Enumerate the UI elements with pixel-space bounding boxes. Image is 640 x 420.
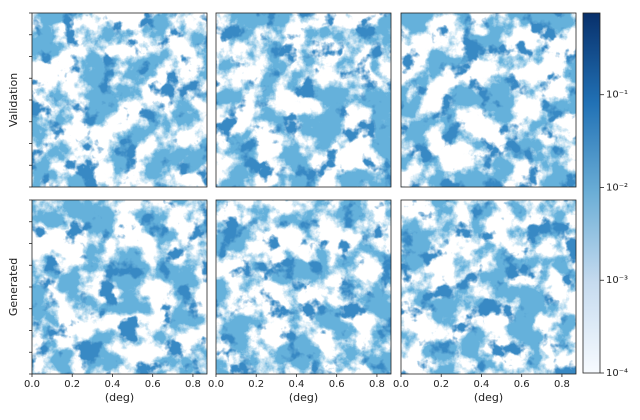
x-tick-label: 0.0 xyxy=(208,379,224,390)
map-panel xyxy=(401,200,576,374)
panel-frame xyxy=(400,199,577,375)
x-axis-label: (deg) xyxy=(474,391,503,404)
x-tick-label: 0.0 xyxy=(24,379,40,390)
x-tick-label: 0.4 xyxy=(289,379,305,390)
x-tick-label: 0.8 xyxy=(185,379,201,390)
colorbar-tick-label: 10⁻³ xyxy=(606,275,628,286)
x-tick-label: 0.2 xyxy=(433,379,449,390)
row-label: Generated xyxy=(7,258,20,316)
x-axis-label: (deg) xyxy=(289,391,318,404)
panel-frame xyxy=(215,199,392,375)
colorbar-tick-label: 10⁻⁴ xyxy=(606,368,628,379)
x-tick-label: 0.6 xyxy=(514,379,530,390)
map-panel xyxy=(32,13,207,187)
panel-frame xyxy=(215,12,392,188)
map-panel xyxy=(32,200,207,374)
x-tick-label: 0.6 xyxy=(145,379,161,390)
x-tick-label: 0.0 xyxy=(393,379,409,390)
map-panel xyxy=(216,200,391,374)
x-tick-label: 0.8 xyxy=(554,379,570,390)
row-label: Validation xyxy=(7,73,20,127)
map-panel xyxy=(401,13,576,187)
x-tick-label: 0.4 xyxy=(474,379,490,390)
panel-frame xyxy=(400,12,577,188)
map-panel xyxy=(216,13,391,187)
x-tick-label: 0.4 xyxy=(105,379,121,390)
x-axis-label: (deg) xyxy=(105,391,134,404)
x-tick-label: 0.2 xyxy=(64,379,80,390)
x-tick-label: 0.8 xyxy=(369,379,385,390)
colorbar-tick-label: 10⁻² xyxy=(606,182,628,193)
colorbar-tick-label: 10⁻¹ xyxy=(606,90,628,101)
x-tick-label: 0.6 xyxy=(329,379,345,390)
x-tick-label: 0.2 xyxy=(248,379,264,390)
colorbar xyxy=(582,12,601,374)
